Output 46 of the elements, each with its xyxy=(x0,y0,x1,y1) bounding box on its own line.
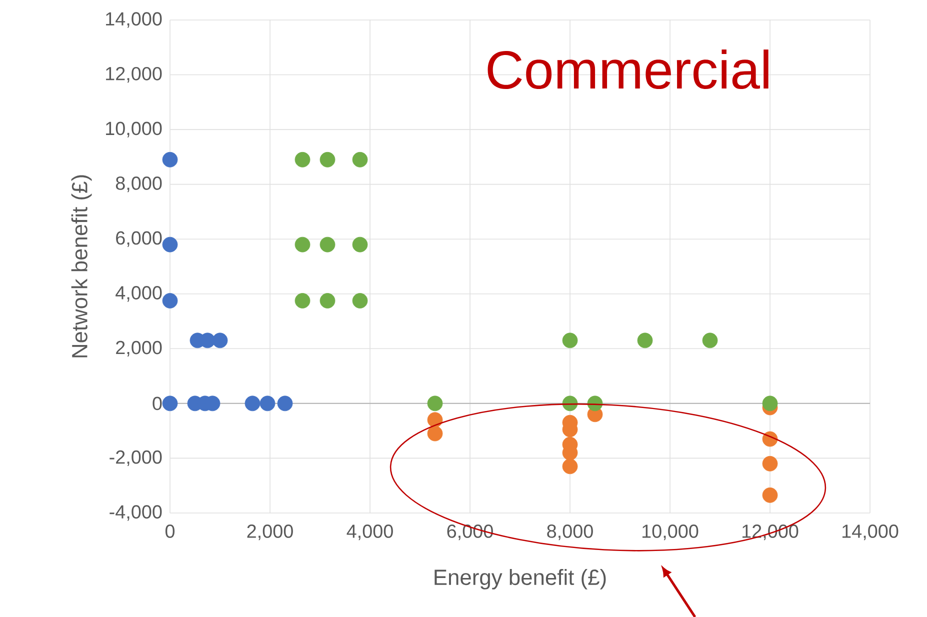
point xyxy=(320,293,336,308)
x-tick-label: 4,000 xyxy=(346,524,393,540)
point xyxy=(320,236,336,252)
y-tick-label: 14,000 xyxy=(106,12,162,28)
point xyxy=(427,396,443,412)
point xyxy=(762,456,778,472)
point xyxy=(762,396,778,412)
x-tick-label: 6,000 xyxy=(447,524,493,540)
point xyxy=(277,396,293,412)
point xyxy=(294,152,310,168)
y-tick-label: 4,000 xyxy=(116,286,162,302)
y-tick-label: 2,000 xyxy=(116,340,162,356)
point xyxy=(244,396,260,412)
point xyxy=(294,293,310,308)
y-tick-label: -2,000 xyxy=(110,450,162,466)
point xyxy=(762,487,778,503)
point xyxy=(352,293,368,308)
y-tick-label: 10,000 xyxy=(106,122,162,138)
point xyxy=(162,396,178,412)
y-tick-label: 12,000 xyxy=(106,66,162,83)
x-tick-label: 2,000 xyxy=(247,524,293,540)
point xyxy=(162,236,178,252)
point xyxy=(260,396,276,412)
point xyxy=(162,152,178,168)
chart-title: Commercial xyxy=(488,50,768,90)
point xyxy=(562,458,578,474)
y-tick-label: 0 xyxy=(152,396,162,410)
point xyxy=(212,332,228,348)
x-tick-label: 8,000 xyxy=(547,524,593,540)
y-axis-title: Network benefit (£) xyxy=(71,175,92,358)
y-tick-label: -4,000 xyxy=(110,505,162,521)
y-tick-label: 8,000 xyxy=(116,176,162,192)
x-tick-label: 10,000 xyxy=(642,524,698,540)
x-axis-title: Energy benefit (£) xyxy=(434,568,606,590)
point xyxy=(352,152,368,168)
point xyxy=(320,152,336,168)
point xyxy=(702,332,718,348)
x-tick-label: 0 xyxy=(165,524,175,538)
point xyxy=(427,426,443,442)
point xyxy=(637,332,653,348)
x-tick-label: 14,000 xyxy=(842,524,898,540)
point xyxy=(562,332,578,348)
point xyxy=(294,236,310,252)
y-tick-label: 6,000 xyxy=(116,231,162,247)
point xyxy=(352,236,368,252)
point xyxy=(162,293,178,308)
